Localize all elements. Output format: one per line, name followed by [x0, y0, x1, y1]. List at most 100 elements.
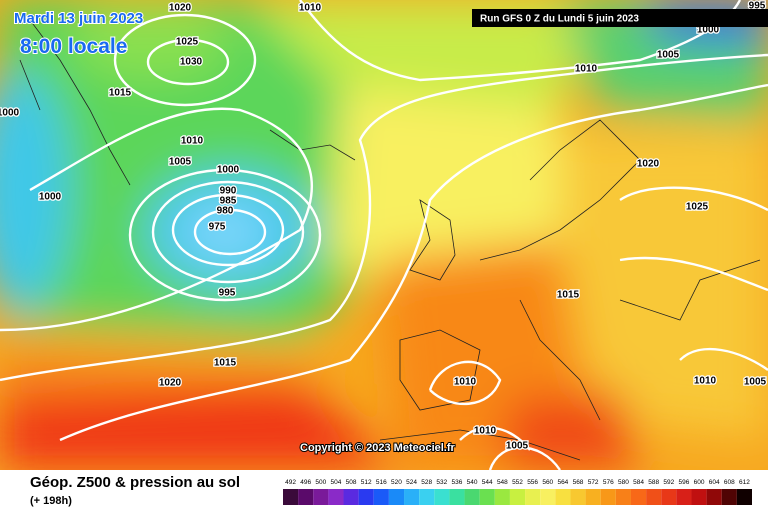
scale-label: 532: [436, 479, 447, 486]
scale-label: 504: [331, 479, 342, 486]
scale-label: 508: [346, 479, 357, 486]
isobar-label: 1010: [299, 3, 322, 14]
copyright: Copyright © 2023 Meteociel.fr: [300, 442, 456, 454]
isobar-label: 995: [219, 288, 236, 299]
scale-label: 492: [285, 479, 296, 486]
scale-cell: [736, 489, 752, 505]
scale-label: 524: [406, 479, 417, 486]
scale-cell: [706, 489, 722, 505]
scale-cell: [691, 489, 707, 505]
scale-label: 496: [300, 479, 311, 486]
valid-date: Mardi 13 juin 2023: [14, 10, 143, 27]
scale-cell: [464, 489, 480, 505]
scale-cell: [373, 489, 389, 505]
scale-cell: [479, 489, 495, 505]
scale-cell: [615, 489, 631, 505]
scale-label: 588: [648, 479, 659, 486]
isobar-label: 980: [217, 206, 234, 217]
scale-label: 612: [739, 479, 750, 486]
scale-label: 592: [663, 479, 674, 486]
scale-cell: [570, 489, 586, 505]
isobar-label: 1005: [744, 377, 767, 388]
scale-cell: [404, 489, 420, 505]
isobar-label: 1020: [169, 3, 192, 14]
run-box: [472, 9, 768, 27]
isobar-label: 990: [220, 186, 237, 197]
scale-label: 608: [724, 479, 735, 486]
scale-cell: [449, 489, 465, 505]
isobar-label: 1010: [575, 64, 598, 75]
scale-cell: [600, 489, 616, 505]
scale-label: 548: [497, 479, 508, 486]
scale-cell: [646, 489, 662, 505]
scale-cell: [630, 489, 647, 505]
scale-cell: [328, 489, 344, 505]
product-title: Géop. Z500 & pression au sol: [30, 474, 240, 491]
scale-label: 556: [527, 479, 538, 486]
scale-label: 520: [391, 479, 402, 486]
scale-cell: [419, 489, 435, 505]
lead-time: (+ 198h): [30, 495, 72, 507]
isobar-label: 1010: [454, 377, 477, 388]
isobar-label: 1000: [0, 108, 20, 119]
scale-cell: [283, 489, 299, 505]
isobar-label: 1015: [557, 290, 580, 301]
scale-cell: [585, 489, 601, 505]
scale-label: 580: [618, 479, 629, 486]
isobar-label: 1025: [176, 37, 199, 48]
scale-label: 604: [709, 479, 720, 486]
scale-cell: [313, 489, 329, 505]
scale-label: 544: [482, 479, 493, 486]
coastlines: [19, 19, 761, 461]
scale-label: 512: [361, 479, 372, 486]
scale-cell: [540, 489, 556, 505]
scale-label: 572: [588, 479, 599, 486]
scale-label: 552: [512, 479, 523, 486]
scale-cell: [509, 489, 526, 505]
scale-label: 516: [376, 479, 387, 486]
scale-label: 576: [603, 479, 614, 486]
scale-cell: [343, 489, 359, 505]
scale-cell: [358, 489, 374, 505]
isobar-label: 985: [220, 196, 237, 207]
isobar-label: 1000: [39, 192, 62, 203]
scale-cell: [525, 489, 541, 505]
isobar-label: 1010: [694, 376, 717, 387]
scale-cell: [434, 489, 450, 505]
scale-label: 568: [573, 479, 584, 486]
scale-label: 500: [315, 479, 326, 486]
isobar-label: 1015: [109, 88, 132, 99]
field: [0, 0, 768, 470]
scale-cell: [494, 489, 510, 505]
valid-time: 8:00 locale: [20, 35, 127, 58]
scale-cell: [298, 489, 314, 505]
scale-label: 564: [557, 479, 568, 486]
isobar-label: 1020: [637, 159, 660, 170]
scale-cell: [721, 489, 737, 505]
isobar-label: 1025: [686, 202, 709, 213]
run-info: Run GFS 0 Z du Lundi 5 juin 2023: [480, 14, 639, 25]
isobar-label: 1005: [506, 441, 529, 452]
scale-cell: [661, 489, 677, 505]
isobar-label: 1015: [214, 358, 237, 369]
scale-cell: [555, 489, 571, 505]
isobar-label: 1010: [474, 426, 497, 437]
color-scale: 492 496 500 504 508 512 516 520 524 528 532 536 540 5…: [283, 479, 752, 505]
scale-label: 560: [542, 479, 553, 486]
scale-label: 536: [452, 479, 463, 486]
isobar-label: 1030: [180, 57, 203, 68]
isobar-label: 975: [209, 222, 226, 233]
scale-cell: [676, 489, 692, 505]
scale-label: 528: [421, 479, 432, 486]
scale-cell: [388, 489, 405, 505]
scale-label: 596: [678, 479, 689, 486]
isobar-label: 1005: [169, 157, 192, 168]
scale-label: 584: [633, 479, 644, 486]
scale-label: 540: [467, 479, 478, 486]
isobar-label: 1020: [159, 378, 182, 389]
isobars: [0, 0, 768, 442]
scale-label: 600: [694, 479, 705, 486]
isobar-label: 1005: [657, 50, 680, 61]
